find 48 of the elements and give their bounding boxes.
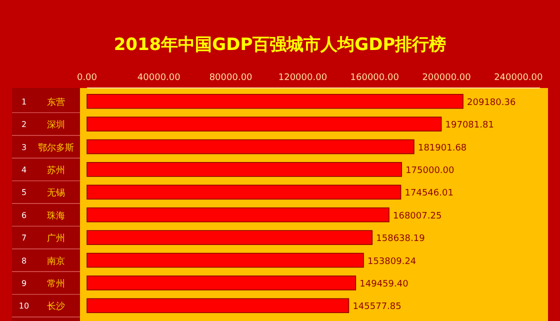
data-label: 145577.85 xyxy=(352,302,402,312)
text: 6 xyxy=(21,210,27,220)
text: 9 xyxy=(21,278,27,288)
data-label: 149459.40 xyxy=(360,279,409,290)
text: 5 xyxy=(21,188,27,198)
bar xyxy=(86,276,356,290)
y-tick-label: 鄂尔多斯 xyxy=(38,142,74,154)
data-label: 158638.19 xyxy=(376,234,426,244)
x-tick-label: 0.00 xyxy=(76,73,98,83)
text: 1 xyxy=(21,97,27,106)
bar xyxy=(86,298,350,314)
data-label: 153809.24 xyxy=(367,256,416,267)
text: 4 xyxy=(21,165,27,174)
data-label: 175000.00 xyxy=(406,166,455,176)
data-label: 197081.81 xyxy=(445,120,494,131)
y-tick-label: 长沙 xyxy=(47,301,65,312)
text: 8 xyxy=(21,256,27,266)
text: 7 xyxy=(21,234,27,243)
bar xyxy=(86,184,402,200)
x-tick-label: 160000.00 xyxy=(350,73,400,83)
x-tick-label: 120000.00 xyxy=(278,73,328,83)
y-tick-label: 珠海 xyxy=(47,210,65,222)
y-tick-label: 南京 xyxy=(47,256,65,267)
data-label: 168007.25 xyxy=(393,211,442,222)
bar xyxy=(86,230,373,245)
bar xyxy=(86,162,402,177)
text: 2 xyxy=(21,120,27,130)
y-tick-label: 东营 xyxy=(47,96,65,108)
x-tick-label: 200000.00 xyxy=(422,73,472,83)
x-tick-label: 240000.00 xyxy=(494,73,544,83)
bar xyxy=(86,139,414,154)
bar xyxy=(86,116,442,132)
chart-title: 2018年中国GDP百强城市人均GDP排行榜 xyxy=(114,35,446,55)
data-label: 174546.01 xyxy=(404,188,454,199)
text: 10 xyxy=(18,302,30,311)
bar xyxy=(86,207,390,222)
text: 3 xyxy=(21,142,27,152)
y-tick-label: 无锡 xyxy=(47,188,65,199)
data-label: 209180.36 xyxy=(467,98,516,108)
y-tick-label: 苏州 xyxy=(47,164,65,176)
y-tick-label: 深圳 xyxy=(47,120,65,131)
x-tick-label: 40000.00 xyxy=(137,73,181,83)
bar xyxy=(86,94,464,109)
bar xyxy=(86,252,364,268)
x-tick-label: 80000.00 xyxy=(209,73,253,83)
y-tick-label: 常州 xyxy=(47,278,65,290)
y-tick-label: 广州 xyxy=(47,233,65,244)
data-label: 181901.68 xyxy=(418,143,467,154)
